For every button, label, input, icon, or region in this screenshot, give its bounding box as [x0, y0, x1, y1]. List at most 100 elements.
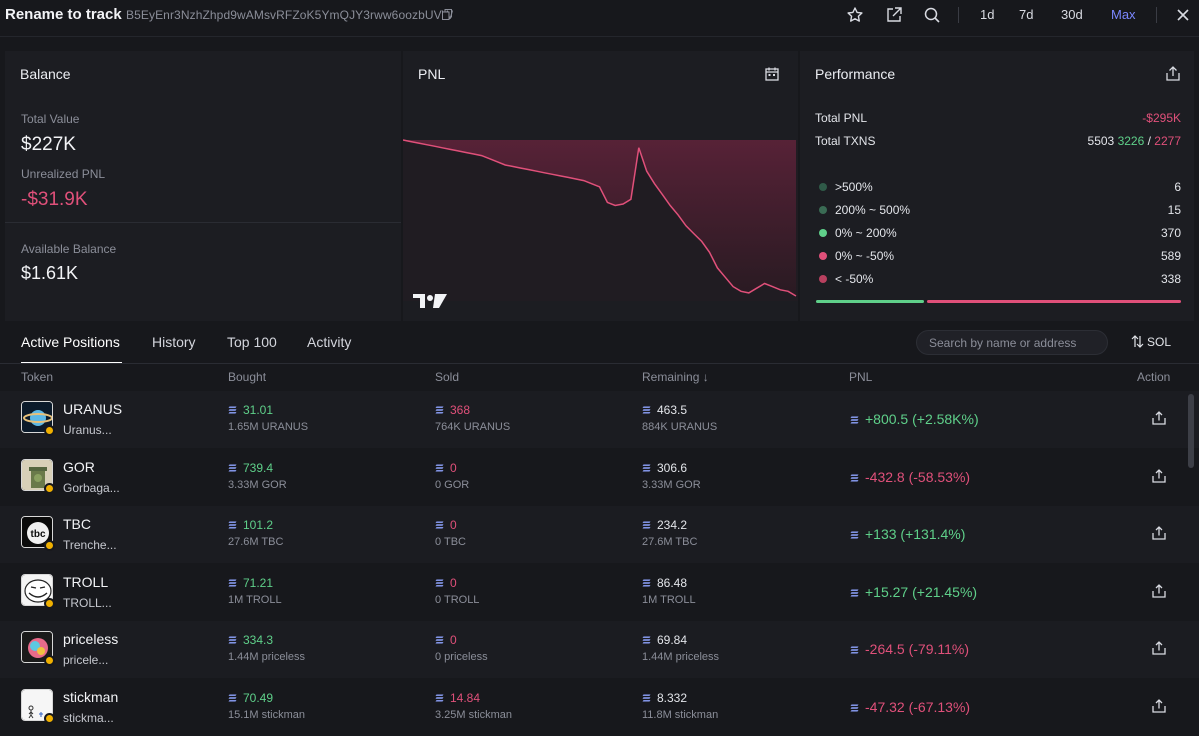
range-30d[interactable]: 30d — [1061, 7, 1083, 22]
bought-tokens: 15.1M stickman — [228, 708, 306, 721]
share-icon[interactable] — [1152, 698, 1166, 713]
sold-value: 0 — [450, 518, 457, 532]
currency-label: SOL — [1147, 335, 1172, 349]
search-box[interactable] — [916, 330, 1108, 355]
table-row[interactable]: tbc TBC Trenche... 101.2 27.6M TBC 0 0 TBC 234.… — [0, 506, 1199, 563]
sold-amount: 0 — [435, 518, 457, 532]
search-input[interactable] — [929, 335, 1099, 351]
sol-icon — [642, 636, 651, 644]
remaining-value: 86.48 — [657, 575, 688, 590]
header-divider — [0, 36, 1199, 37]
wallet-title[interactable]: Rename to track — [5, 6, 122, 23]
share-icon[interactable] — [1152, 641, 1166, 655]
bought-amount: 101.2 — [228, 518, 273, 532]
sol-icon — [435, 521, 444, 529]
token-symbol[interactable]: priceless — [63, 631, 119, 647]
pnl-chart — [403, 139, 798, 301]
token-symbol[interactable]: stickman — [63, 688, 119, 705]
total-pnl-row: Total PNL -$295K — [815, 111, 1181, 125]
sol-icon — [850, 589, 859, 596]
share-icon[interactable] — [1152, 468, 1166, 483]
calendar-icon[interactable] — [765, 67, 779, 81]
sold-amount: 0 — [435, 461, 457, 475]
token-name: Gorbaga... — [63, 480, 120, 495]
trollface-icon[interactable] — [21, 573, 53, 606]
remaining-amount: 306.6 — [642, 461, 687, 475]
range-1d[interactable]: 1d — [980, 7, 995, 22]
tabs-divider — [0, 363, 1199, 364]
token-symbol[interactable]: URANUS — [63, 401, 123, 417]
table-row[interactable]: TROLL TROLL... 71.21 1M TROLL 0 0 TROLL 86.48 1… — [0, 564, 1199, 621]
external-link-icon[interactable] — [885, 6, 903, 24]
search-icon[interactable] — [923, 6, 941, 24]
table-row[interactable]: stickman stickma... 70.49 15.1M stickman 14.… — [0, 679, 1199, 736]
sol-icon — [850, 474, 859, 481]
col-pnl[interactable]: PNL — [849, 370, 873, 384]
bucket-label: < -50% — [835, 272, 874, 286]
buy-count: 3226 — [1117, 134, 1145, 148]
remaining-tokens: 1.44M priceless — [642, 651, 720, 663]
table-row[interactable]: URANUS Uranus... 31.01 1.65M URANUS 368 764K … — [0, 391, 1199, 448]
currency-toggle[interactable]: SOL — [1131, 335, 1171, 349]
col-sold[interactable]: Sold — [435, 370, 460, 384]
performance-title: Performance — [815, 66, 896, 82]
sol-icon — [228, 521, 237, 529]
share-icon[interactable] — [1166, 66, 1180, 81]
share-icon[interactable] — [1152, 411, 1166, 425]
tab-history[interactable]: History — [152, 334, 196, 350]
col-remaining[interactable]: Remaining ↓ — [642, 370, 709, 384]
total-txns-row: Total TXNS 5503 3226 / 2277 — [815, 134, 1181, 148]
pnl-value: +15.27 (+21.45%) — [865, 583, 978, 600]
bought-amount: 71.21 — [228, 576, 273, 590]
pnl-panel: PNL — [403, 51, 798, 321]
token-name: Uranus... — [63, 423, 112, 437]
tbc-logo-icon[interactable]: tbc — [21, 516, 53, 548]
col-bought[interactable]: Bought — [228, 370, 267, 384]
share-icon[interactable] — [1152, 583, 1166, 598]
bucket-dot — [819, 275, 827, 283]
position-pnl: +800.5 (+2.58K%) — [850, 411, 979, 427]
tab-top-100[interactable]: Top 100 — [227, 334, 277, 350]
sold-amount: 14.84 — [435, 691, 480, 705]
wallet-address: B5EyEnr3NzhZhpd9wAMsvRFZoK5YmQJY3rww6ooz… — [126, 8, 454, 22]
planet-icon[interactable] — [21, 401, 53, 433]
scrollbar[interactable] — [1188, 394, 1194, 468]
token-symbol[interactable]: GOR — [63, 458, 95, 475]
range-7d[interactable]: 7d — [1019, 7, 1034, 22]
sol-icon — [642, 521, 651, 529]
pnl-value: +800.5 (+2.58K%) — [865, 411, 979, 427]
table-row[interactable]: GOR Gorbaga... 739.4 3.33M GOR 0 0 GOR 306.6 3.… — [0, 449, 1199, 506]
sol-icon — [850, 416, 859, 424]
bought-amount: 70.49 — [228, 691, 273, 705]
sol-icon — [642, 579, 651, 586]
range-max[interactable]: Max — [1111, 7, 1136, 22]
share-icon[interactable] — [1152, 526, 1166, 540]
sold-tokens: 3.25M stickman — [435, 708, 513, 721]
unrealized-pnl: -$31.9K — [21, 189, 88, 210]
tab-activity[interactable]: Activity — [307, 334, 352, 350]
bucket-row: 0% ~ -50% 589 — [815, 249, 1181, 263]
table-row[interactable]: priceless pricele... 334.3 1.44M priceless 0… — [0, 621, 1199, 678]
divider — [5, 222, 401, 223]
available-balance-label: Available Balance — [21, 242, 117, 256]
sol-icon — [435, 579, 444, 586]
token-symbol[interactable]: TBC — [63, 516, 91, 532]
txns-count: 5503 — [1087, 134, 1115, 148]
pnl-value: -264.5 (-79.11%) — [865, 641, 970, 657]
tab-active-positions[interactable]: Active Positions — [21, 334, 120, 350]
bought-tokens: 1M TROLL — [228, 593, 282, 606]
sol-icon — [850, 704, 859, 711]
bucket-dot — [819, 252, 827, 260]
txns-separator: / — [1147, 134, 1151, 148]
bucket-dot — [819, 229, 827, 237]
token-symbol[interactable]: TROLL — [63, 573, 109, 590]
copy-icon[interactable] — [442, 9, 452, 20]
bought-value: 70.49 — [243, 690, 274, 705]
loss-bar — [927, 300, 1181, 303]
star-icon[interactable] — [846, 6, 864, 24]
close-icon[interactable] — [1176, 8, 1190, 22]
win-bar — [816, 300, 924, 303]
unrealized-pnl-label: Unrealized PNL — [21, 167, 106, 181]
bought-value: 31.01 — [243, 403, 274, 417]
position-pnl: -264.5 (-79.11%) — [850, 641, 969, 657]
